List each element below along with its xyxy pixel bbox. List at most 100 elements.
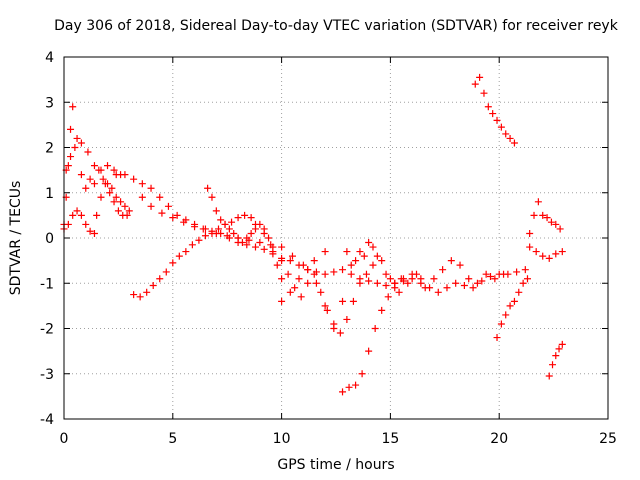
data-point	[191, 223, 199, 231]
data-point	[506, 134, 514, 142]
y-tick-label: 3	[45, 95, 54, 111]
data-point	[247, 229, 255, 237]
data-point	[188, 241, 196, 249]
data-point	[77, 171, 85, 179]
data-point	[201, 225, 209, 233]
data-point	[265, 234, 273, 242]
data-point	[130, 291, 138, 299]
data-point	[77, 139, 85, 147]
data-point	[104, 162, 112, 170]
data-point	[545, 372, 553, 380]
data-point	[378, 306, 386, 314]
data-point	[497, 320, 505, 328]
series-early-c	[62, 139, 125, 179]
data-point	[173, 211, 181, 219]
data-point	[180, 218, 188, 226]
data-point	[284, 270, 292, 278]
series-rise-1	[130, 211, 255, 301]
data-point	[312, 279, 320, 287]
data-point	[208, 229, 216, 237]
data-point	[243, 234, 251, 242]
series-right-top	[526, 198, 564, 237]
y-axis-label: SDTVAR / TECUs	[8, 181, 24, 296]
data-point	[317, 288, 325, 296]
data-point	[452, 279, 460, 287]
data-point	[138, 180, 146, 188]
data-point	[125, 207, 133, 215]
data-point	[295, 275, 303, 283]
data-point	[243, 241, 251, 249]
data-point	[330, 325, 338, 332]
data-point	[130, 175, 138, 183]
series-right-rise	[493, 275, 531, 342]
data-point	[212, 207, 220, 215]
data-point	[552, 352, 560, 360]
data-point	[297, 293, 305, 301]
data-point	[156, 193, 164, 201]
data-point	[386, 275, 394, 283]
data-point	[339, 266, 347, 274]
data-point	[513, 268, 521, 276]
data-point	[465, 275, 473, 283]
data-point	[491, 275, 499, 283]
data-point	[362, 270, 370, 278]
data-point	[69, 211, 77, 219]
data-point	[478, 277, 486, 285]
data-point	[493, 334, 501, 342]
data-point	[476, 73, 484, 81]
data-point	[391, 284, 399, 292]
data-point	[339, 297, 347, 305]
series-low-rise	[339, 275, 405, 396]
data-point	[543, 214, 551, 222]
data-point	[195, 236, 203, 244]
data-point	[558, 248, 566, 256]
data-point	[278, 257, 286, 265]
data-point	[86, 227, 94, 235]
data-point	[539, 252, 547, 260]
data-point	[256, 239, 264, 247]
series-mid-3	[343, 243, 508, 296]
data-point	[64, 220, 72, 228]
data-point	[82, 184, 90, 192]
data-point	[352, 257, 360, 265]
x-axis-ticks: 0 5 10 15 20 25	[60, 57, 617, 447]
data-point	[345, 383, 353, 391]
data-point	[169, 214, 177, 222]
data-point	[101, 180, 109, 188]
series-top-right	[471, 73, 518, 147]
data-point	[73, 134, 81, 142]
data-point	[273, 261, 281, 269]
series-right-mid	[526, 243, 566, 262]
data-point	[323, 306, 331, 314]
data-point	[443, 284, 451, 292]
data-point	[343, 315, 351, 323]
data-point	[143, 288, 151, 296]
data-point	[260, 245, 268, 253]
data-point	[523, 275, 531, 283]
data-point	[497, 123, 505, 131]
data-point	[230, 229, 238, 237]
data-point	[304, 266, 312, 274]
data-point	[434, 288, 442, 296]
data-point	[378, 257, 386, 265]
data-point	[97, 166, 105, 174]
data-point	[214, 225, 222, 233]
data-point	[251, 243, 259, 251]
data-point	[82, 220, 90, 228]
data-point	[519, 279, 527, 287]
data-point	[110, 198, 118, 206]
data-point	[310, 270, 318, 278]
data-point	[417, 275, 425, 283]
data-point	[204, 184, 212, 192]
data-point	[382, 270, 390, 278]
data-point	[223, 232, 231, 240]
data-point	[288, 252, 296, 260]
data-point	[291, 284, 299, 292]
data-point	[484, 103, 492, 111]
data-point	[64, 162, 72, 170]
data-point	[69, 103, 77, 111]
data-point	[502, 130, 510, 138]
data-point	[343, 248, 351, 256]
data-point	[136, 293, 144, 301]
data-point	[225, 225, 233, 233]
